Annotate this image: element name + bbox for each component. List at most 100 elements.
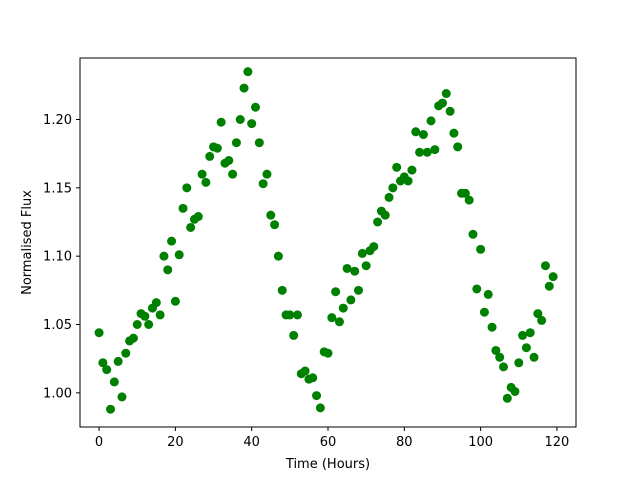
data-point: [518, 330, 528, 340]
y-tick-label: 1.20: [43, 113, 72, 128]
data-point: [266, 210, 276, 220]
data-point: [445, 106, 455, 116]
data-point: [106, 404, 116, 414]
data-point: [243, 67, 253, 77]
data-point: [453, 142, 463, 152]
data-point: [167, 236, 177, 246]
x-tick-label: 0: [95, 435, 103, 450]
data-point: [487, 322, 497, 332]
data-point: [521, 343, 531, 353]
data-point: [544, 281, 554, 291]
data-point: [178, 203, 188, 213]
data-point: [289, 330, 299, 340]
data-point: [411, 127, 421, 137]
data-point: [380, 210, 390, 220]
data-point: [384, 192, 394, 202]
data-point: [392, 162, 402, 172]
data-point: [361, 261, 371, 271]
data-point: [514, 358, 524, 368]
data-point: [186, 222, 196, 232]
data-point: [300, 366, 310, 376]
data-point: [231, 138, 241, 148]
data-point: [216, 117, 226, 127]
data-point: [525, 328, 535, 338]
data-point: [247, 119, 257, 129]
data-point: [331, 287, 341, 297]
data-point: [342, 263, 352, 273]
data-point: [277, 285, 287, 295]
data-point: [121, 348, 131, 358]
data-point: [510, 386, 520, 396]
x-tick-label: 80: [396, 435, 413, 450]
data-point: [491, 345, 501, 355]
data-point: [533, 309, 543, 319]
data-point: [422, 147, 432, 157]
x-tick-label: 40: [243, 435, 260, 450]
data-point: [228, 169, 238, 179]
data-point: [273, 251, 283, 261]
data-point: [373, 217, 383, 227]
data-point: [472, 284, 482, 294]
x-tick-label: 120: [545, 435, 570, 450]
data-point: [144, 320, 154, 329]
data-point: [98, 358, 108, 368]
data-point: [548, 272, 558, 282]
data-point: [529, 352, 539, 362]
data-point: [270, 220, 280, 230]
data-point: [479, 307, 489, 317]
data-point: [159, 251, 169, 261]
x-tick-label: 60: [320, 435, 337, 450]
data-point: [426, 116, 436, 126]
data-point: [464, 195, 474, 205]
data-point: [174, 250, 184, 260]
data-points: [94, 67, 558, 414]
data-point: [132, 320, 142, 329]
data-point: [388, 183, 398, 193]
y-tick-label: 1.10: [43, 250, 72, 265]
data-point: [182, 183, 192, 193]
data-point: [117, 392, 127, 402]
data-point: [212, 143, 222, 153]
data-point: [151, 298, 161, 308]
data-point: [94, 328, 104, 338]
x-axis-label: Time (Hours): [285, 457, 370, 472]
data-point: [224, 156, 234, 165]
data-point: [483, 289, 493, 299]
data-point: [155, 310, 165, 320]
y-tick-label: 1.05: [43, 318, 72, 333]
data-point: [193, 212, 203, 222]
data-point: [109, 377, 119, 387]
data-point: [369, 242, 379, 252]
data-point: [262, 169, 272, 179]
data-point: [502, 393, 512, 403]
plot-area: [80, 58, 576, 427]
data-point: [437, 98, 447, 108]
data-point: [163, 265, 173, 275]
data-point: [197, 169, 207, 179]
data-point: [460, 188, 470, 198]
data-point: [308, 373, 318, 383]
data-point: [205, 151, 215, 161]
data-point: [327, 313, 337, 323]
data-point: [499, 362, 509, 372]
y-tick-label: 1.15: [43, 181, 72, 196]
data-point: [140, 311, 150, 321]
data-point: [537, 315, 547, 325]
data-point: [354, 285, 364, 295]
data-point: [418, 130, 428, 140]
data-point: [346, 295, 356, 305]
data-point: [251, 102, 261, 112]
data-point: [468, 229, 478, 239]
data-point: [323, 348, 333, 358]
y-tick-label: 1.00: [43, 386, 72, 401]
data-point: [312, 391, 322, 401]
data-point: [170, 296, 180, 306]
data-point: [128, 333, 138, 343]
data-point: [315, 403, 325, 413]
data-point: [449, 128, 459, 138]
data-point: [113, 356, 123, 366]
data-point: [102, 365, 112, 375]
data-point: [235, 115, 245, 124]
data-point: [254, 138, 264, 148]
